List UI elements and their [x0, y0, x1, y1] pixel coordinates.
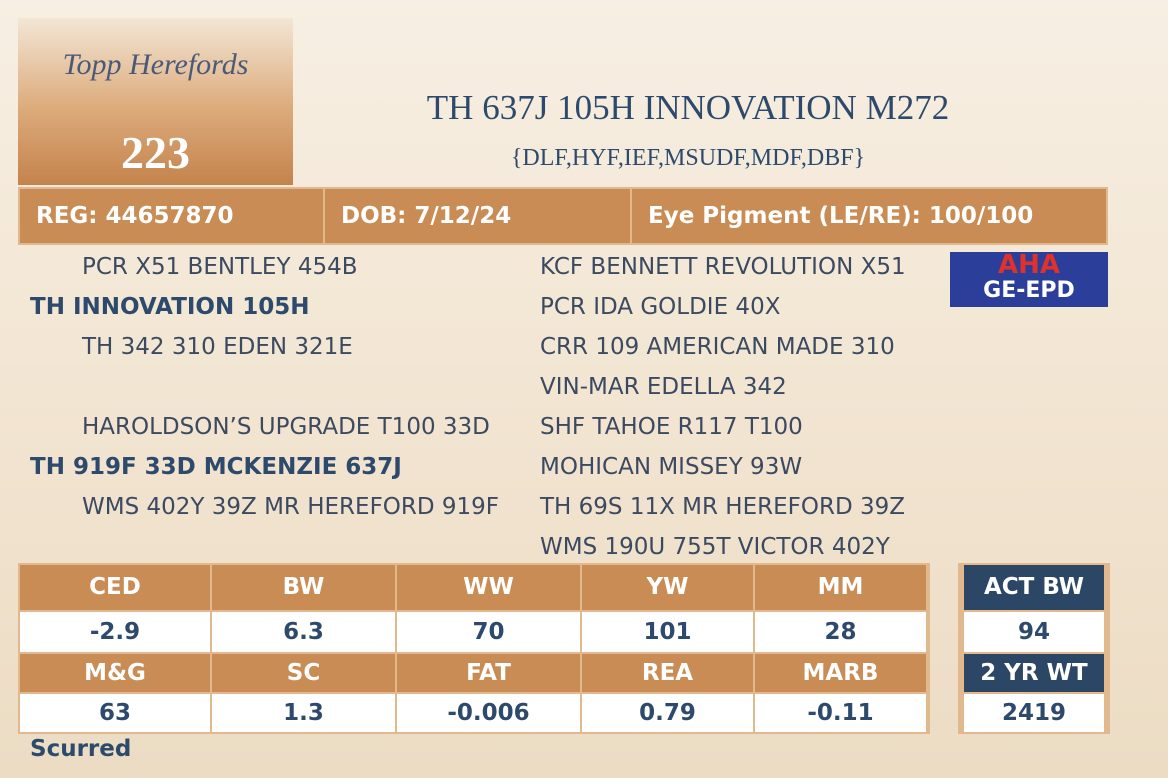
pedigree-name: KCF BENNETT REVOLUTION X51 — [540, 254, 906, 280]
side-table: ACT BW 94 2 YR WT 2419 — [958, 563, 1110, 734]
epd-value: 0.79 — [582, 694, 753, 732]
epd-header: SC — [212, 654, 395, 692]
pedigree-name: HAROLDSON’S UPGRADE T100 33D — [82, 414, 490, 440]
pedigree-name: TH INNOVATION 105H — [30, 294, 310, 320]
pedigree-name: MOHICAN MISSEY 93W — [540, 454, 803, 480]
epd-header: REA — [582, 654, 753, 692]
badge-bottom: GE-EPD — [983, 278, 1075, 303]
info-cell: Eye Pigment (LE/RE): 100/100 — [630, 187, 1108, 245]
epd-header: YW — [582, 565, 753, 610]
epd-value: -2.9 — [20, 612, 210, 652]
epd-value: 6.3 — [212, 612, 395, 652]
epd-header: CED — [20, 565, 210, 610]
epd-value: 70 — [397, 612, 580, 652]
logo-box: Topp Herefords 223 — [18, 18, 293, 185]
title: TH 637J 105H INNOVATION M272 — [426, 88, 950, 127]
epd-value: -0.006 — [397, 694, 580, 732]
badge: AHA GE-EPD — [950, 252, 1108, 307]
side-header: 2 YR WT — [964, 654, 1104, 692]
logo: Topp Herefords — [62, 48, 249, 81]
pedigree-name: TH 69S 11X MR HEREFORD 39Z — [540, 494, 906, 520]
pedigree-name: WMS 190U 755T VICTOR 402Y — [540, 534, 890, 560]
epd-value: 63 — [20, 694, 210, 732]
epd-value: -0.11 — [755, 694, 926, 732]
pedigree-name: WMS 402Y 39Z MR HEREFORD 919F — [82, 494, 500, 520]
pedigree-name: VIN-MAR EDELLA 342 — [540, 374, 787, 400]
epd-header: WW — [397, 565, 580, 610]
info-cell: REG: 44657870 — [18, 187, 325, 245]
epd-header: MM — [755, 565, 926, 610]
epd-header: BW — [212, 565, 395, 610]
epd-header: MARB — [755, 654, 926, 692]
pedigree-name: TH 919F 33D MCKENZIE 637J — [30, 454, 402, 480]
lot-number: 223 — [121, 127, 190, 178]
footer-note: Scurred — [30, 736, 132, 762]
pedigree-name: PCR IDA GOLDIE 40X — [540, 294, 781, 320]
pedigree-name: PCR X51 BENTLEY 454B — [82, 254, 358, 280]
side-value: 2419 — [964, 694, 1104, 732]
epd-header: M&G — [20, 654, 210, 692]
epd-value: 1.3 — [212, 694, 395, 732]
badge-top: AHA — [997, 250, 1060, 280]
epd-header: FAT — [397, 654, 580, 692]
epd-value: 101 — [582, 612, 753, 652]
epd-value: 28 — [755, 612, 926, 652]
pedigree-name: SHF TAHOE R117 T100 — [540, 414, 803, 440]
subtitle: {DLF,HYF,IEF,MSUDF,MDF,DBF} — [510, 145, 866, 171]
side-value: 94 — [964, 612, 1104, 652]
info-cell: DOB: 7/12/24 — [323, 187, 634, 245]
pedigree-name: CRR 109 AMERICAN MADE 310 — [540, 334, 895, 360]
epd-table: CED -2.9 BW 6.3 WW 70 YW 101 MM 28 M&G 63 SC 1.3 FAT -0… — [18, 563, 930, 734]
side-header: ACT BW — [964, 565, 1104, 610]
pedigree-name: TH 342 310 EDEN 321E — [82, 334, 353, 360]
